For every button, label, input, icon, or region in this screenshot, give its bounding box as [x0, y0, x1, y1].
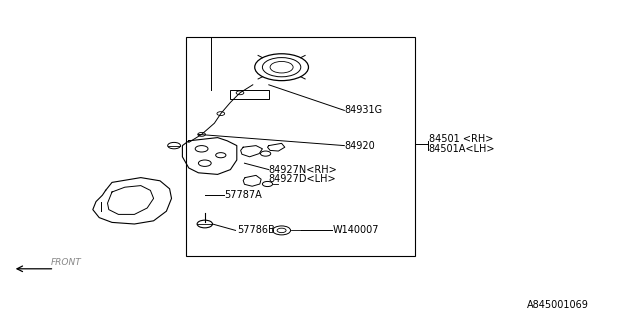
Text: 84927D<LH>: 84927D<LH>: [269, 173, 337, 184]
Text: 84501 <RH>: 84501 <RH>: [429, 134, 493, 144]
Text: 84931G: 84931G: [344, 105, 383, 116]
Text: 84501A<LH>: 84501A<LH>: [429, 144, 495, 154]
Text: 84920: 84920: [344, 140, 375, 151]
Text: 84927N<RH>: 84927N<RH>: [269, 164, 337, 175]
Circle shape: [197, 220, 212, 228]
Text: 57787A: 57787A: [224, 190, 262, 200]
Text: A845001069: A845001069: [527, 300, 589, 310]
Bar: [186, 37, 415, 256]
Text: W140007: W140007: [333, 225, 380, 236]
Bar: [230, 90, 269, 99]
Text: 57786B: 57786B: [237, 225, 275, 236]
Circle shape: [168, 142, 180, 149]
Text: FRONT: FRONT: [51, 258, 82, 267]
